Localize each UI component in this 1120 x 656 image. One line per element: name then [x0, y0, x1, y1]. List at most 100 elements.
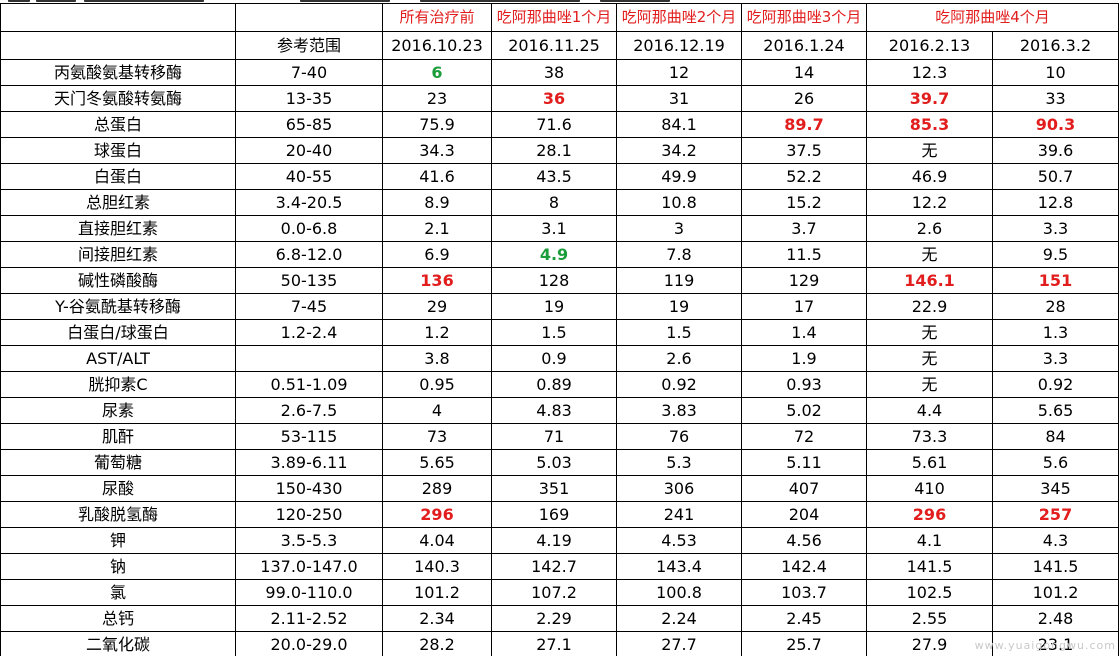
reference-range-cell: 40-55: [235, 163, 383, 190]
result-value-cell: 4.04: [382, 527, 492, 554]
phase-header-row: 所有治疗前 吃阿那曲唑1个月 吃阿那曲唑2个月 吃阿那曲唑3个月 吃阿那曲唑4个…: [0, 3, 1119, 32]
result-value-cell: 128: [491, 267, 617, 294]
result-value-cell: 17: [741, 293, 867, 320]
result-value-cell: 12.2: [866, 189, 993, 216]
reference-range-cell: 6.8-12.0: [235, 241, 383, 268]
result-value-cell: 136: [382, 267, 492, 294]
test-name-cell: 球蛋白: [0, 137, 236, 164]
result-value-cell: 5.65: [992, 397, 1119, 424]
table-row: 天门冬氨酸转氨酶 13-35 23 36 31 26 39.7 33: [0, 85, 1119, 112]
result-value-cell: 169: [491, 501, 617, 528]
reference-range-cell: 3.5-5.3: [235, 527, 383, 554]
reference-range-cell: 20-40: [235, 137, 383, 164]
result-value-cell: 296: [866, 501, 993, 528]
result-value-cell: 1.9: [741, 345, 867, 372]
table-row: 丙氨酸氨基转移酶 7-40 6 38 12 14 12.3 10: [0, 59, 1119, 86]
lab-results-table: 所有治疗前 吃阿那曲唑1个月 吃阿那曲唑2个月 吃阿那曲唑3个月 吃阿那曲唑4个…: [0, 3, 1119, 656]
result-value-cell: 0.9: [491, 345, 617, 372]
result-value-cell: 73: [382, 423, 492, 450]
test-name-cell: 葡萄糖: [0, 449, 236, 476]
reference-range-cell: 137.0-147.0: [235, 553, 383, 580]
result-value-cell: 204: [741, 501, 867, 528]
result-value-cell: 无: [866, 371, 993, 398]
result-value-cell: 34.2: [616, 137, 742, 164]
result-value-cell: 12.3: [866, 59, 993, 86]
table-row: 白蛋白/球蛋白 1.2-2.4 1.2 1.5 1.5 1.4 无 1.3: [0, 319, 1119, 346]
reference-range-cell: 2.11-2.52: [235, 605, 383, 632]
result-value-cell: 1.5: [491, 319, 617, 346]
table-row: 肌酐 53-115 73 71 76 72 73.3 84: [0, 423, 1119, 450]
reference-range-cell: 3.4-20.5: [235, 189, 383, 216]
result-value-cell: 4.1: [866, 527, 993, 554]
result-value-cell: 75.9: [382, 111, 492, 138]
test-name-cell: Y-谷氨酰基转移酶: [0, 293, 236, 320]
result-value-cell: 2.1: [382, 215, 492, 242]
result-value-cell: 11.5: [741, 241, 867, 268]
result-value-cell: 143.4: [616, 553, 742, 580]
result-value-cell: 0.95: [382, 371, 492, 398]
phase-label-pretreatment: 所有治疗前: [382, 3, 492, 32]
result-value-cell: 85.3: [866, 111, 993, 138]
table-row: 胱抑素C 0.51-1.09 0.95 0.89 0.92 0.93 无 0.92: [0, 371, 1119, 398]
reference-range-cell: 2.6-7.5: [235, 397, 383, 424]
result-value-cell: 101.2: [382, 579, 492, 606]
test-name-cell: 尿酸: [0, 475, 236, 502]
result-value-cell: 7.8: [616, 241, 742, 268]
table-row: Y-谷氨酰基转移酶 7-45 29 19 19 17 22.9 28: [0, 293, 1119, 320]
result-value-cell: 5.65: [382, 449, 492, 476]
cropped-title-remnant: [0, 0, 1120, 4]
date-header: 2016.3.2: [992, 31, 1119, 60]
result-value-cell: 37.5: [741, 137, 867, 164]
result-value-cell: 129: [741, 267, 867, 294]
result-value-cell: 89.7: [741, 111, 867, 138]
result-value-cell: 296: [382, 501, 492, 528]
table-row: 乳酸脱氢酶 120-250 296 169 241 204 296 257: [0, 501, 1119, 528]
result-value-cell: 140.3: [382, 553, 492, 580]
result-value-cell: 29: [382, 293, 492, 320]
result-value-cell: 1.3: [992, 319, 1119, 346]
reference-range-cell: 7-45: [235, 293, 383, 320]
result-value-cell: 2.55: [866, 605, 993, 632]
result-value-cell: 38: [491, 59, 617, 86]
result-value-cell: 0.89: [491, 371, 617, 398]
result-value-cell: 5.6: [992, 449, 1119, 476]
result-value-cell: 289: [382, 475, 492, 502]
test-name-cell: 丙氨酸氨基转移酶: [0, 59, 236, 86]
result-value-cell: 33: [992, 85, 1119, 112]
result-value-cell: 28.1: [491, 137, 617, 164]
reference-range-cell: 150-430: [235, 475, 383, 502]
table-row: 尿酸 150-430 289 351 306 407 410 345: [0, 475, 1119, 502]
result-value-cell: 5.11: [741, 449, 867, 476]
result-value-cell: 84.1: [616, 111, 742, 138]
result-value-cell: 9.5: [992, 241, 1119, 268]
table-row: 葡萄糖 3.89-6.11 5.65 5.03 5.3 5.11 5.61 5.6: [0, 449, 1119, 476]
result-value-cell: 5.03: [491, 449, 617, 476]
date-header: 2016.2.13: [866, 31, 993, 60]
table-row: AST/ALT 3.8 0.9 2.6 1.9 无 3.3: [0, 345, 1119, 372]
result-value-cell: 无: [866, 137, 993, 164]
result-value-cell: 8.9: [382, 189, 492, 216]
phase-label-month-4: 吃阿那曲唑4个月: [866, 3, 1119, 32]
phase-label-month-3: 吃阿那曲唑3个月: [741, 3, 867, 32]
phase-label-month-1: 吃阿那曲唑1个月: [491, 3, 617, 32]
result-value-cell: 49.9: [616, 163, 742, 190]
result-value-cell: 2.29: [491, 605, 617, 632]
table-row: 氯 99.0-110.0 101.2 107.2 100.8 103.7 102.5 101.…: [0, 579, 1119, 606]
reference-range-cell: 50-135: [235, 267, 383, 294]
result-value-cell: 36: [491, 85, 617, 112]
watermark: www.yuaigongwu.com: [974, 639, 1116, 652]
result-value-cell: 34.3: [382, 137, 492, 164]
table-row: 尿素 2.6-7.5 4 4.83 3.83 5.02 4.4 5.65: [0, 397, 1119, 424]
result-value-cell: 4.56: [741, 527, 867, 554]
test-name-cell: 天门冬氨酸转氨酶: [0, 85, 236, 112]
reference-range-cell: 1.2-2.4: [235, 319, 383, 346]
result-value-cell: 5.3: [616, 449, 742, 476]
date-header: 2016.12.19: [616, 31, 742, 60]
result-value-cell: 26: [741, 85, 867, 112]
result-value-cell: 8: [491, 189, 617, 216]
result-value-cell: 4.9: [491, 241, 617, 268]
result-value-cell: 2.24: [616, 605, 742, 632]
result-value-cell: 2.34: [382, 605, 492, 632]
result-value-cell: 1.2: [382, 319, 492, 346]
